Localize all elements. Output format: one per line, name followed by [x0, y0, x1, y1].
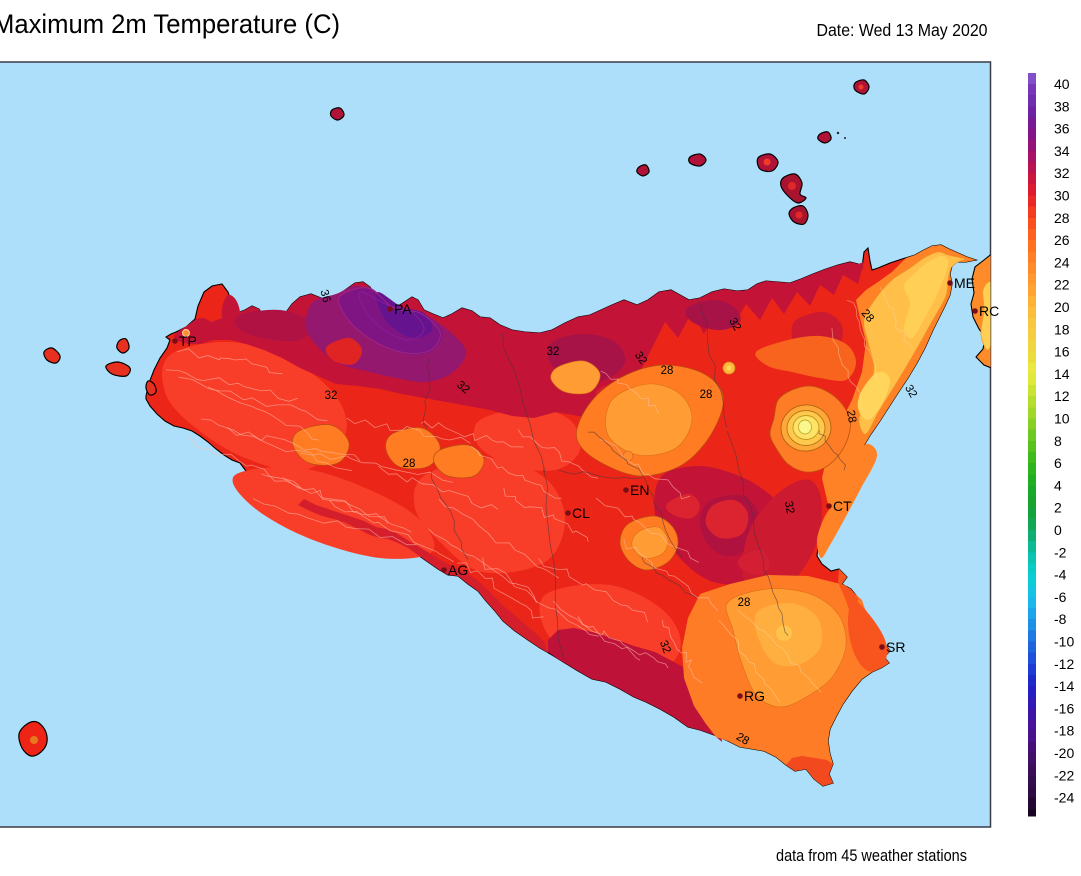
svg-text:-14: -14 — [1054, 678, 1074, 694]
svg-text:18: 18 — [1054, 321, 1070, 337]
svg-text:-2: -2 — [1054, 544, 1067, 560]
svg-text:30: 30 — [1054, 188, 1070, 204]
svg-text:28: 28 — [734, 731, 751, 748]
svg-text:28: 28 — [738, 597, 751, 609]
svg-text:36: 36 — [1054, 121, 1070, 137]
svg-text:26: 26 — [1054, 232, 1070, 248]
svg-text:0: 0 — [1054, 522, 1062, 538]
svg-text:36: 36 — [317, 288, 332, 303]
svg-text:CL: CL — [572, 505, 590, 521]
svg-text:-22: -22 — [1054, 767, 1074, 783]
svg-text:32: 32 — [1054, 165, 1070, 181]
svg-text:PA: PA — [394, 301, 412, 317]
svg-text:28: 28 — [1054, 210, 1070, 226]
svg-text:ME: ME — [954, 275, 975, 291]
svg-text:6: 6 — [1054, 455, 1062, 471]
svg-text:Date: Wed 13 May 2020: Date: Wed 13 May 2020 — [817, 20, 988, 40]
svg-text:-24: -24 — [1054, 790, 1074, 806]
svg-text:-10: -10 — [1054, 634, 1074, 650]
svg-text:-12: -12 — [1054, 656, 1074, 672]
svg-text:TP: TP — [179, 333, 197, 349]
svg-text:4: 4 — [1054, 477, 1062, 493]
svg-text:32: 32 — [325, 390, 338, 402]
svg-text:32: 32 — [726, 316, 743, 333]
svg-text:-20: -20 — [1054, 745, 1074, 761]
svg-text:20: 20 — [1054, 299, 1070, 315]
svg-text:CT: CT — [833, 498, 852, 514]
svg-text:EN: EN — [630, 482, 649, 498]
svg-text:32: 32 — [782, 500, 796, 515]
svg-text:-8: -8 — [1054, 611, 1067, 627]
svg-text:32: 32 — [547, 346, 560, 358]
svg-text:38: 38 — [1054, 98, 1070, 114]
svg-text:-4: -4 — [1054, 567, 1067, 583]
svg-text:-16: -16 — [1054, 700, 1074, 716]
svg-text:24: 24 — [1054, 254, 1070, 270]
svg-text:28: 28 — [844, 409, 858, 424]
svg-text:28: 28 — [403, 458, 416, 470]
svg-text:22: 22 — [1054, 277, 1070, 293]
svg-text:RG: RG — [744, 688, 765, 704]
svg-text:34: 34 — [1054, 143, 1070, 159]
svg-text:16: 16 — [1054, 344, 1070, 360]
svg-text:12: 12 — [1054, 388, 1070, 404]
svg-text:2: 2 — [1054, 500, 1062, 516]
svg-text:RC: RC — [979, 303, 999, 319]
svg-text:40: 40 — [1054, 76, 1070, 92]
svg-text:8: 8 — [1054, 433, 1062, 449]
svg-text:32: 32 — [657, 639, 673, 655]
svg-text:28: 28 — [661, 365, 674, 377]
svg-text:data from 45 weather stations: data from 45 weather stations — [776, 846, 967, 865]
svg-text:Maximum 2m Temperature (C): Maximum 2m Temperature (C) — [0, 9, 340, 39]
svg-text:AG: AG — [448, 562, 468, 578]
svg-text:-18: -18 — [1054, 723, 1074, 739]
svg-text:-6: -6 — [1054, 589, 1067, 605]
svg-text:10: 10 — [1054, 411, 1070, 427]
svg-text:14: 14 — [1054, 366, 1070, 382]
svg-text:28: 28 — [700, 389, 713, 401]
svg-text:SR: SR — [886, 639, 905, 655]
svg-text:32: 32 — [902, 383, 919, 400]
